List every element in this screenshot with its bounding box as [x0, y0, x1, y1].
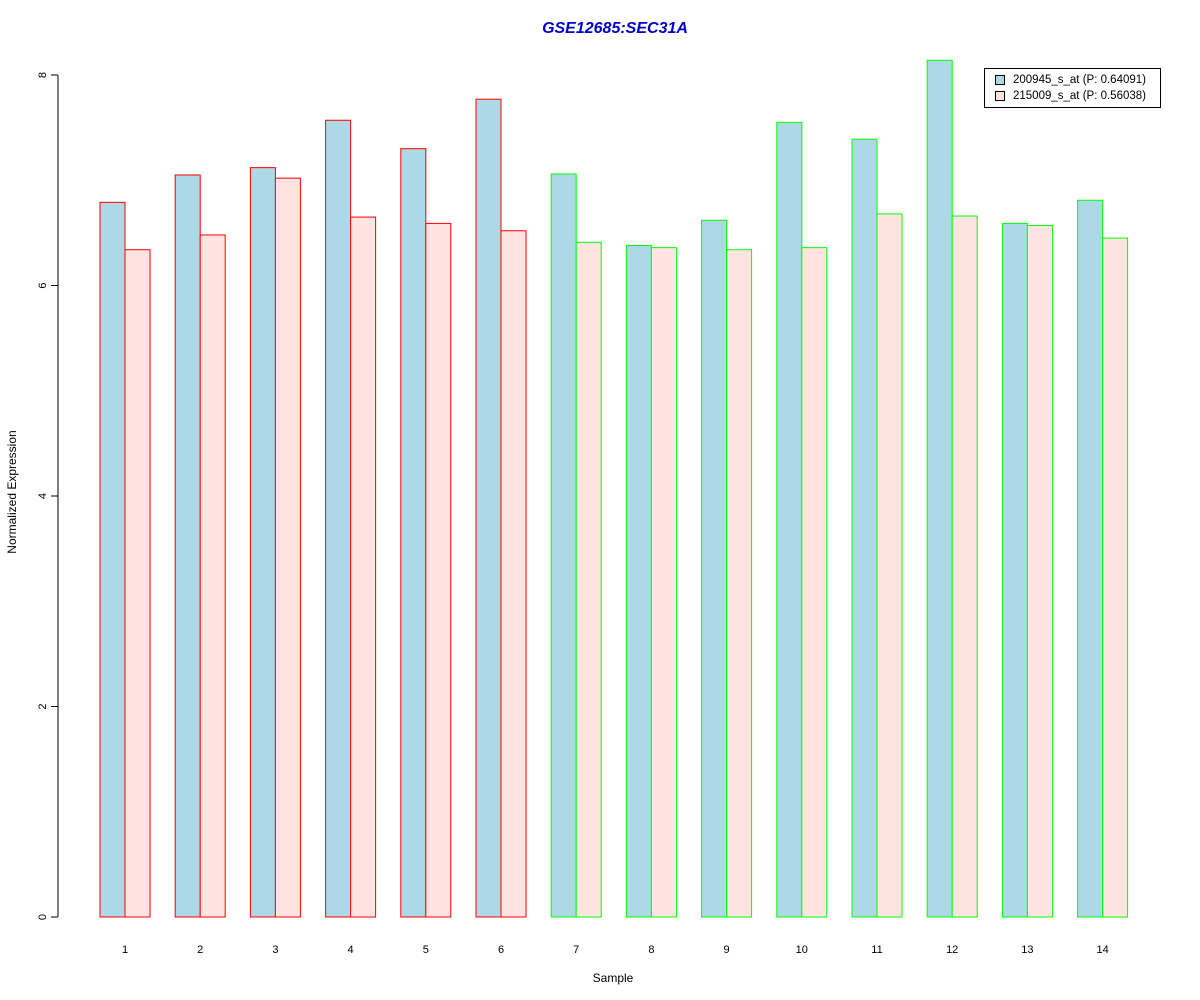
bar-sample-3-series-1	[249, 167, 276, 918]
legend-label-series-1: 200945_s_at (P: 0.64091)	[1013, 74, 1146, 86]
bar-sample-6-series-1	[475, 98, 502, 918]
y-axis-label: Normalized Expression	[5, 430, 19, 554]
x-tick-label: 12	[946, 944, 958, 956]
y-tick-label: 6	[37, 282, 49, 288]
bar-sample-12-series-2	[951, 215, 978, 918]
x-tick-label: 11	[871, 944, 882, 956]
x-tick-label: 4	[348, 944, 354, 956]
x-tick-label: 13	[1021, 944, 1033, 956]
bar-sample-13-series-2	[1026, 225, 1053, 918]
bar-sample-5-series-1	[400, 148, 427, 918]
x-tick-label: 2	[197, 944, 203, 956]
bar-sample-8-series-1	[625, 245, 652, 918]
bar-sample-3-series-2	[274, 177, 301, 918]
x-tick-label: 5	[423, 944, 429, 956]
bar-sample-1-series-1	[99, 201, 126, 918]
y-tick-label: 2	[37, 703, 49, 709]
legend-swatch-series-2	[995, 91, 1005, 101]
legend: 200945_s_at (P: 0.64091) 215009_s_at (P:…	[984, 68, 1161, 108]
x-tick-label: 10	[796, 944, 808, 956]
bar-sample-4-series-1	[325, 119, 352, 918]
bar-sample-14-series-2	[1102, 237, 1129, 918]
x-tick-label: 8	[648, 944, 654, 956]
chart-title: GSE12685:SEC31A	[542, 20, 688, 37]
legend-item-series-2: 215009_s_at (P: 0.56038)	[995, 90, 1146, 102]
y-tick-label: 0	[37, 914, 49, 920]
x-tick-label: 14	[1096, 944, 1108, 956]
x-tick-label: 1	[122, 944, 128, 956]
bar-sample-11-series-2	[876, 213, 903, 918]
bar-sample-11-series-1	[851, 138, 878, 918]
bar-sample-10-series-2	[801, 247, 828, 918]
bar-sample-2-series-2	[199, 234, 226, 918]
bar-sample-13-series-1	[1001, 222, 1028, 918]
bar-sample-7-series-1	[550, 173, 577, 918]
bar-sample-9-series-2	[726, 249, 753, 918]
x-axis-label: Sample	[592, 971, 634, 985]
x-tick-label: 7	[573, 944, 579, 956]
bar-sample-7-series-2	[575, 241, 602, 918]
x-tick-label: 9	[724, 944, 730, 956]
y-tick-label: 8	[37, 72, 49, 78]
bar-sample-4-series-2	[350, 216, 377, 918]
bar-sample-6-series-2	[500, 230, 527, 918]
bar-sample-5-series-2	[425, 222, 452, 918]
bar-sample-1-series-2	[124, 249, 151, 918]
bar-sample-9-series-1	[701, 219, 728, 918]
legend-swatch-series-1	[995, 75, 1005, 85]
x-tick-label: 3	[272, 944, 278, 956]
legend-item-series-1: 200945_s_at (P: 0.64091)	[995, 74, 1146, 86]
legend-label-series-2: 215009_s_at (P: 0.56038)	[1013, 90, 1146, 102]
y-tick-label: 4	[37, 493, 49, 499]
bar-sample-12-series-1	[926, 59, 953, 918]
bar-sample-2-series-1	[174, 174, 201, 918]
bar-sample-10-series-1	[776, 121, 803, 918]
x-tick-label: 6	[498, 944, 504, 956]
bar-sample-14-series-1	[1077, 199, 1104, 918]
bar-sample-8-series-2	[650, 247, 677, 918]
